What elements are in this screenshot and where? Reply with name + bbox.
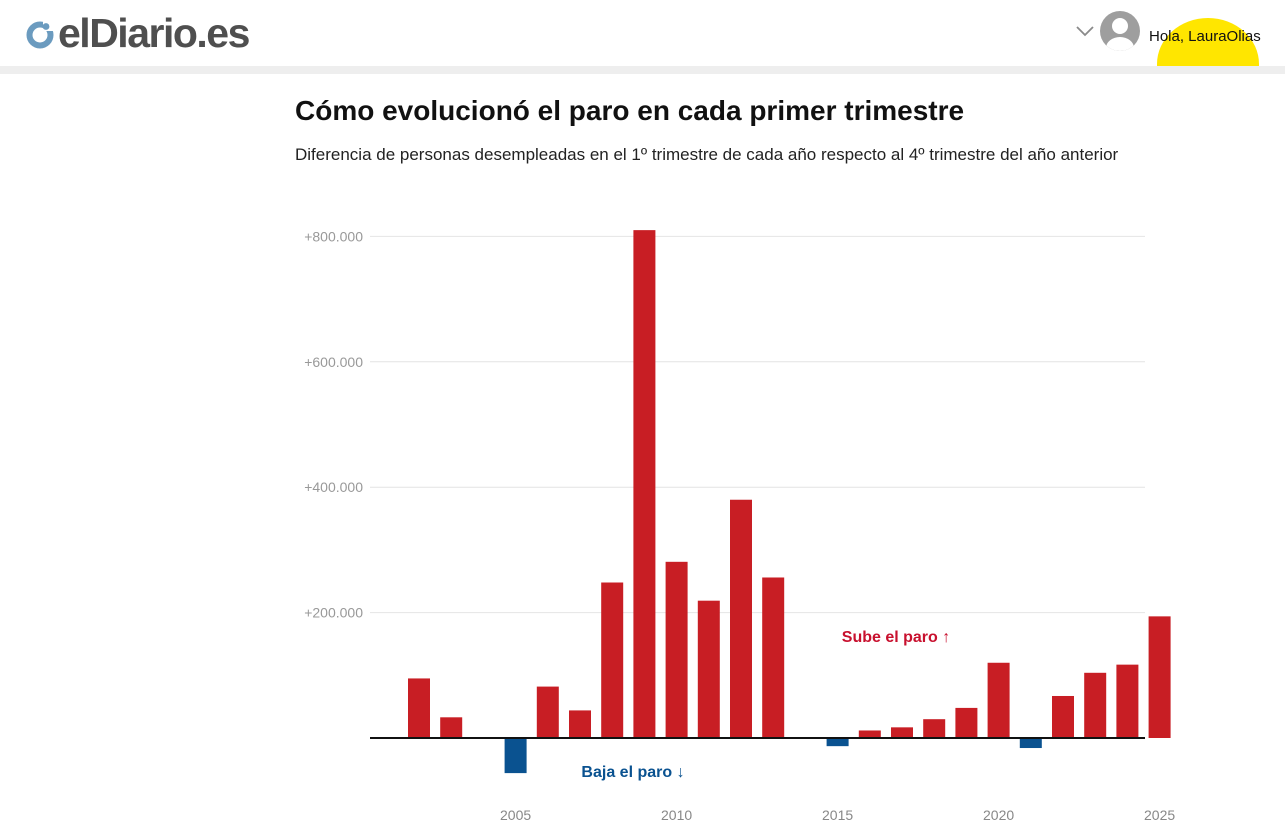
site-logo[interactable]: elDiario.es: [26, 10, 250, 56]
x-tick-label: 2015: [822, 807, 853, 823]
bar-2002[interactable]: [408, 678, 430, 738]
chart-bars: [408, 230, 1171, 774]
x-tick-label: 2010: [661, 807, 692, 823]
bar-2005[interactable]: [504, 738, 527, 774]
bar-2018[interactable]: [923, 719, 946, 738]
annotation-increase: Sube el paro ↑: [842, 629, 950, 646]
y-tick-label: +400.000: [304, 479, 363, 495]
site-header: elDiario.es Hola, LauraOlias: [0, 0, 1285, 66]
bar-2006[interactable]: [536, 686, 559, 738]
x-tick-label: 2020: [983, 807, 1014, 823]
bar-2011[interactable]: [697, 600, 720, 738]
bar-2024[interactable]: [1116, 664, 1139, 738]
y-tick-label: +800.000: [304, 228, 363, 244]
chart-axis: 2005 2010 2015 2020 2025: [370, 737, 1175, 823]
y-tick-label: +200.000: [304, 605, 363, 621]
y-tick-label: +600.000: [304, 354, 363, 370]
logo-text: elDiario.es: [58, 10, 250, 56]
eldiario-logo-icon: [26, 20, 54, 48]
bar-2003[interactable]: [440, 717, 463, 738]
chart-grid: +200.000 +400.000 +600.000 +800.000: [304, 228, 1145, 621]
bar-2025[interactable]: [1148, 616, 1171, 738]
header-divider: [0, 66, 1285, 74]
bar-2015[interactable]: [826, 738, 849, 747]
bar-2022[interactable]: [1052, 695, 1074, 738]
annotation-decrease: Baja el paro ↓: [581, 764, 684, 781]
bar-2009[interactable]: [633, 230, 656, 738]
bar-2008[interactable]: [601, 582, 624, 738]
chevron-down-icon[interactable]: [1075, 24, 1095, 38]
bar-2012[interactable]: [730, 499, 752, 738]
bar-2007[interactable]: [569, 710, 591, 738]
bar-2023[interactable]: [1084, 672, 1107, 738]
bar-2019[interactable]: [955, 707, 978, 738]
x-tick-label: 2025: [1144, 807, 1175, 823]
bar-2013[interactable]: [762, 577, 785, 738]
bar-2010[interactable]: [665, 561, 688, 738]
chart-title: Cómo evolucionó el paro en cada primer t…: [295, 95, 965, 126]
user-avatar-icon[interactable]: [1100, 11, 1140, 51]
user-menu[interactable]: Hola, LauraOlias: [1045, 0, 1285, 66]
user-greeting[interactable]: Hola, LauraOlias: [1149, 28, 1261, 45]
bar-2021[interactable]: [1019, 738, 1042, 749]
chart-subtitle: Diferencia de personas desempleadas en e…: [295, 145, 1119, 164]
x-tick-label: 2005: [500, 807, 531, 823]
bar-2017[interactable]: [891, 727, 913, 738]
bar-2020[interactable]: [987, 662, 1010, 738]
bar-2016[interactable]: [858, 730, 881, 738]
